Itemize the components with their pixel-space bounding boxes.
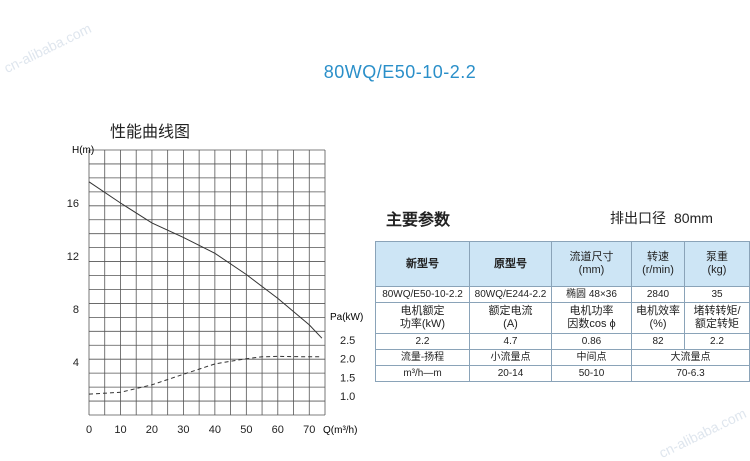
- flow-tick-label: 60: [272, 424, 284, 436]
- flow-tick-label: 20: [146, 424, 158, 436]
- header-weight: 泵重 (kg): [684, 241, 750, 287]
- label-motor-efficiency-line1: 电机效率: [636, 305, 680, 317]
- table-row: m³/h—m 20-14 50-10 70-6.3: [375, 365, 750, 382]
- flow-tick-label: 10: [114, 424, 126, 436]
- header-speed: 转速 (r/min): [631, 241, 685, 287]
- head-axis-label: H(m): [72, 145, 94, 156]
- cell-speed: 2840: [631, 286, 685, 303]
- power-tick-label: 2.0: [340, 354, 355, 366]
- header-channel-size-line2: (mm): [578, 264, 605, 276]
- head-tick-label: 12: [67, 251, 79, 263]
- cell-flow-head-unit: m³/h—m: [375, 365, 470, 382]
- power-tick-label: 1.5: [340, 372, 355, 384]
- cell-rated-current: 4.7: [469, 333, 552, 350]
- model-title: 80WQ/E50-10-2.2: [323, 62, 477, 82]
- flow-axis-label: Q(m³/h): [323, 425, 357, 436]
- params-title: 主要参数: [386, 210, 451, 229]
- label-low-flow-point: 小流量点: [469, 349, 552, 366]
- params-table: 新型号 原型号 流道尺寸 (mm) 转速 (r/min) 泵重 (kg) 80WQ/E…: [375, 241, 750, 382]
- header-channel-size: 流道尺寸 (mm): [551, 241, 632, 287]
- outlet-size: 排出口径 80mm: [610, 208, 713, 228]
- label-torque-ratio: 堵转转矩/额定转矩: [684, 302, 750, 334]
- flow-tick-label: 50: [240, 424, 252, 436]
- table-header-row: 新型号 原型号 流道尺寸 (mm) 转速 (r/min) 泵重 (kg): [375, 241, 750, 287]
- label-mid-point: 中间点: [551, 349, 632, 366]
- header-speed-line2: (r/min): [642, 264, 674, 276]
- cell-power-factor: 0.86: [551, 333, 632, 350]
- cell-new-model: 80WQ/E50-10-2.2: [375, 286, 470, 303]
- cell-channel-size: 椭圆 48×36: [551, 286, 632, 303]
- power-curve: [88, 355, 322, 395]
- header-weight-line1: 泵重: [706, 251, 728, 263]
- head-tick-label: 4: [73, 357, 79, 369]
- flow-tick-label: 30: [177, 424, 189, 436]
- outlet-value: 80mm: [674, 210, 713, 226]
- watermark-bottom-right: cn-alibaba.com: [656, 405, 749, 461]
- label-motor-power: 电机额定 功率(kW): [375, 302, 470, 334]
- head-curve: [88, 181, 323, 339]
- label-rated-current: 额定电流 (A): [469, 302, 552, 334]
- table-row: 电机额定 功率(kW) 额定电流 (A) 电机功率 因数cos ϕ 电机效率 (%) 堵…: [375, 302, 750, 334]
- label-motor-power-line2: 功率(kW): [399, 318, 446, 330]
- flow-tick-label: 70: [303, 424, 315, 436]
- label-power-factor: 电机功率 因数cos ϕ: [551, 302, 632, 334]
- header-channel-size-line1: 流道尺寸: [569, 251, 614, 263]
- table-row: 80WQ/E50-10-2.2 80WQ/E244-2.2 椭圆 48×36 2…: [375, 286, 750, 303]
- power-tick-label: 2.5: [340, 335, 355, 347]
- flow-tick-label: 40: [209, 424, 221, 436]
- label-torque-ratio-line1: 堵转转矩/: [693, 305, 741, 317]
- label-power-factor-line2: 因数cos ϕ: [567, 318, 616, 330]
- header-new-model: 新型号: [375, 241, 470, 287]
- power-axis-label: Pa(kW): [330, 312, 363, 323]
- head-tick-label: 16: [67, 198, 79, 210]
- label-rated-current-line1: 额定电流: [488, 305, 533, 317]
- header-old-model: 原型号: [469, 241, 552, 287]
- cell-old-model: 80WQ/E244-2.2: [469, 286, 552, 303]
- power-tick-label: 1.0: [340, 391, 355, 403]
- label-rated-current-line2: (A): [503, 318, 518, 330]
- head-axis-ticks: 16 12 8 4: [67, 198, 79, 369]
- cell-weight: 35: [684, 286, 750, 303]
- label-power-factor-line1: 电机功率: [569, 305, 614, 317]
- chart-title: 性能曲线图: [110, 122, 191, 141]
- power-axis-ticks: 2.5 2.0 1.5 1.0: [340, 335, 355, 403]
- table-row: 2.2 4.7 0.86 82 2.2: [375, 333, 750, 350]
- cell-motor-efficiency: 82: [631, 333, 685, 350]
- head-tick-label: 8: [73, 304, 79, 316]
- header-weight-line2: (kg): [707, 264, 727, 276]
- label-motor-efficiency: 电机效率 (%): [631, 302, 685, 334]
- cell-low-flow-point: 20-14: [469, 365, 552, 382]
- chart-grid: [88, 149, 326, 416]
- label-high-flow-point: 大流量点: [631, 349, 750, 366]
- label-flow-head: 流量-扬程: [375, 349, 470, 366]
- performance-chart: 16 12 8 4 2.5 2.0 1.5 1.0 0 10 20 30 40 50 60 70 H(m)…: [67, 145, 364, 436]
- cell-motor-power: 2.2: [375, 333, 470, 350]
- outlet-label: 排出口径: [610, 211, 666, 227]
- flow-axis-ticks: 0 10 20 30 40 50 60 70: [86, 424, 315, 436]
- label-motor-power-line1: 电机额定: [400, 305, 445, 317]
- cell-mid-point: 50-10: [551, 365, 632, 382]
- cell-high-flow-point: 70-6.3: [631, 365, 750, 382]
- label-torque-ratio-line2: 额定转矩: [695, 318, 739, 330]
- table-row: 流量-扬程 小流量点 中间点 大流量点: [375, 349, 750, 366]
- flow-tick-label: 0: [86, 424, 92, 436]
- cell-torque-ratio: 2.2: [684, 333, 750, 350]
- header-speed-line1: 转速: [647, 251, 669, 263]
- label-motor-efficiency-line2: (%): [649, 318, 667, 330]
